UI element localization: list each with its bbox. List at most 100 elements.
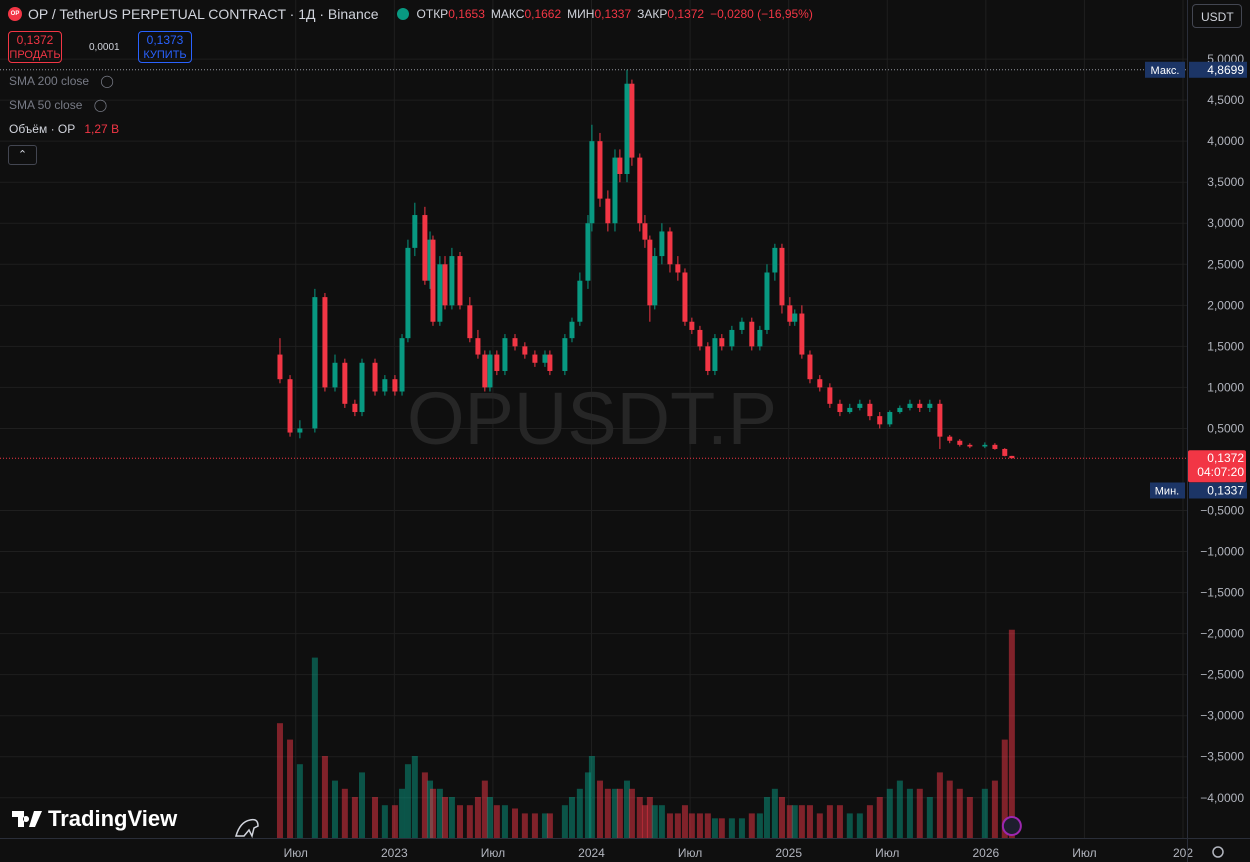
candle-body xyxy=(352,403,358,413)
volume-bar xyxy=(604,788,611,838)
volume-bar xyxy=(646,797,653,838)
candle-body xyxy=(487,354,493,388)
candle-body xyxy=(705,346,711,371)
candle-body xyxy=(837,403,843,413)
candle-body xyxy=(359,362,365,413)
ohlc-legend: ОТКР 0,1653 МАКС 0,1662 МИН 0,1337 ЗАКР 0,13… xyxy=(396,7,813,21)
candle-body xyxy=(589,141,595,224)
volume-bar xyxy=(321,756,328,838)
watermark: OPUSDT.P xyxy=(407,377,777,460)
volume-bar xyxy=(806,805,813,838)
volume-bar xyxy=(481,780,488,838)
replay-icon[interactable] xyxy=(235,818,259,839)
volume-bar xyxy=(926,797,933,838)
volume-bar xyxy=(358,772,365,838)
volume-bar xyxy=(856,813,863,838)
candle-body xyxy=(569,321,575,339)
volume-legend[interactable]: Объём · OP 1,27 B xyxy=(9,122,119,136)
volume-bar xyxy=(561,805,568,838)
buy-price: 0,1373 xyxy=(146,33,184,47)
min-tag: Мин. xyxy=(1155,486,1179,498)
countdown: 04:07:20 xyxy=(1197,465,1244,479)
volume-bar xyxy=(771,788,778,838)
volume-bar xyxy=(399,788,406,838)
candle-body xyxy=(430,239,436,322)
min-price-box xyxy=(1189,482,1247,499)
candle-body xyxy=(739,321,745,330)
indicator-legend[interactable]: SMA 50 close ◯ xyxy=(9,98,108,112)
volume-bar xyxy=(1001,739,1008,838)
volume-bar xyxy=(738,818,745,838)
candle-body xyxy=(287,379,293,433)
candle-body xyxy=(652,256,658,306)
candle-body xyxy=(502,338,508,371)
y-tick-label: 4,5000 xyxy=(1207,93,1244,107)
ohlc-value: 0,1337 xyxy=(594,7,632,21)
volume-bar xyxy=(341,788,348,838)
volume-bar xyxy=(936,772,943,838)
candle-body xyxy=(772,247,778,273)
candle-body xyxy=(412,215,418,248)
ohlc-value: 0,1653 xyxy=(448,7,485,21)
currency-select[interactable]: USDT xyxy=(1192,4,1242,28)
candle-body xyxy=(689,321,695,330)
settings-icon[interactable] xyxy=(1212,846,1224,858)
candle-body xyxy=(442,264,448,306)
volume-bar xyxy=(666,813,673,838)
volume-bar xyxy=(636,797,643,838)
ohlc-key: ЗАКР xyxy=(637,7,668,21)
brand-logo[interactable]: TradingView xyxy=(12,806,177,832)
volume-bar xyxy=(411,756,418,838)
volume-bar xyxy=(798,805,805,838)
ohlc-key: МАКС xyxy=(490,7,525,21)
volume-bar xyxy=(372,797,379,838)
candle-body xyxy=(982,444,988,447)
volume-bar xyxy=(876,797,883,838)
ohlc-key: МИН xyxy=(567,7,595,21)
brand-icon xyxy=(12,811,42,827)
event-icon[interactable] xyxy=(1001,816,1022,836)
volume-bar xyxy=(826,805,833,838)
min-tag-box xyxy=(1150,482,1185,499)
volume-bar xyxy=(916,788,923,838)
buy-button[interactable]: 0,1373 КУПИТЬ xyxy=(138,31,192,63)
volume-bar xyxy=(763,797,770,838)
volume-bar xyxy=(611,788,618,838)
candle-body xyxy=(857,403,863,408)
indicator-legend[interactable]: SMA 200 close ◯ xyxy=(9,74,114,88)
candle-body xyxy=(719,338,725,347)
volume-bar xyxy=(704,813,711,838)
symbol-title[interactable]: OP / TetherUS PERPETUAL CONTRACT · 1Д · … xyxy=(28,6,379,22)
candle-body xyxy=(764,272,770,330)
volume-bar xyxy=(568,797,575,838)
x-tick-label: 2026 xyxy=(972,846,999,860)
spread: 0,0001 xyxy=(89,42,120,53)
candle-body xyxy=(512,338,518,347)
candle-body xyxy=(332,362,338,388)
candle-body xyxy=(957,440,963,445)
candle-body xyxy=(312,297,318,429)
candle-body xyxy=(562,338,568,371)
volume-bar xyxy=(906,788,913,838)
max-price-box xyxy=(1189,61,1247,78)
volume-bar xyxy=(616,788,623,838)
price-change: −0,0280 (−16,95%) xyxy=(710,7,813,21)
sell-price: 0,1372 xyxy=(16,33,54,47)
candle-body xyxy=(399,338,405,392)
collapse-legend[interactable]: ⌃ xyxy=(8,145,37,165)
y-tick-label: −3,0000 xyxy=(1200,709,1244,723)
volume-bar xyxy=(311,657,318,838)
candle-body xyxy=(467,305,473,339)
volume-bar xyxy=(296,764,303,838)
candle-body xyxy=(382,379,388,392)
y-tick-label: 0,5000 xyxy=(1207,421,1244,435)
y-tick-label: −0,5000 xyxy=(1200,504,1244,518)
volume-bar xyxy=(748,813,755,838)
volume-bar xyxy=(696,813,703,838)
candle-body xyxy=(897,407,903,413)
sell-button[interactable]: 0,1372 ПРОДАТЬ xyxy=(8,31,62,63)
y-tick-label: 1,0000 xyxy=(1207,380,1244,394)
volume-bar xyxy=(886,788,893,838)
volume-bar xyxy=(756,813,763,838)
